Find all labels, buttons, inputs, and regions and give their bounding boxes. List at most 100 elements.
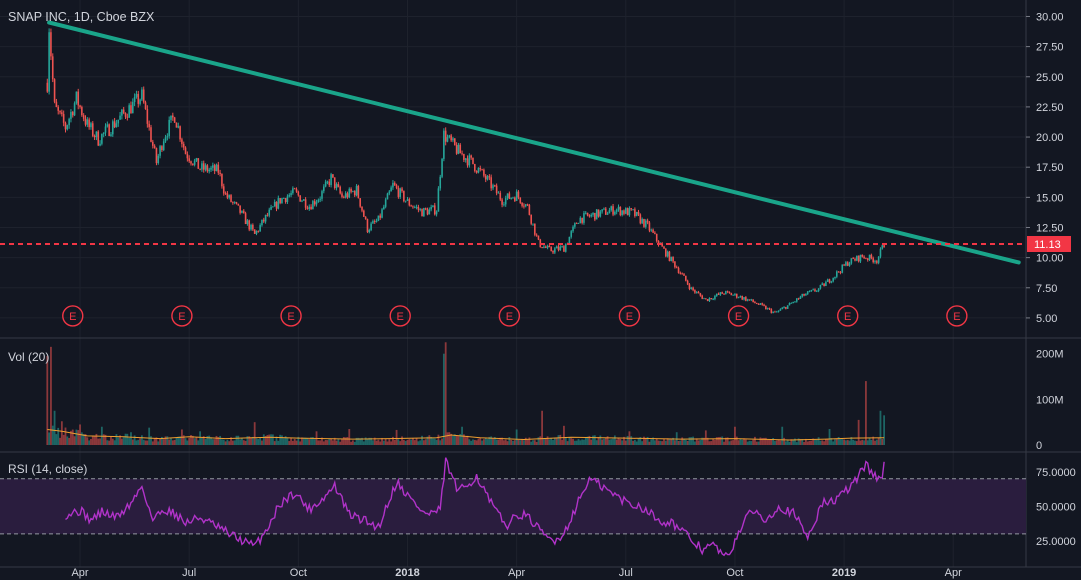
volume-bar (453, 434, 456, 445)
volume-bar (704, 430, 707, 445)
volume-bar (457, 436, 460, 445)
volume-bar (281, 435, 283, 445)
candle-body (481, 169, 483, 171)
volume-bar (437, 434, 440, 445)
volume-bar (142, 439, 145, 445)
earnings-marker-label: E (735, 311, 742, 323)
candle-body (111, 121, 114, 135)
volume-bar (797, 438, 800, 445)
volume-bar (679, 440, 682, 445)
candle-body (830, 281, 833, 283)
candle-body (393, 182, 396, 186)
volume-bar (404, 440, 407, 445)
volume-bar (406, 439, 409, 445)
volume-bar (468, 439, 471, 445)
candle-body (370, 223, 372, 230)
candle-body (654, 232, 656, 234)
volume-bar (222, 439, 225, 445)
symbol-title[interactable]: SNAP INC, 1D, Cboe BZX (8, 10, 155, 24)
candle-body (712, 299, 714, 300)
candle-body (774, 311, 776, 313)
candle-body (528, 204, 531, 215)
candle-body (563, 246, 565, 252)
rsi-pane-label[interactable]: RSI (14, close) (8, 462, 88, 476)
volume-bar (770, 439, 773, 445)
volume-bar (846, 440, 849, 445)
volume-bar (870, 439, 873, 445)
candle-body (299, 195, 301, 202)
time-tick-label: Jul (619, 567, 633, 579)
candle-body (685, 275, 687, 281)
candle-body (615, 209, 618, 212)
volume-bar (830, 438, 833, 445)
candle-body (417, 206, 420, 210)
candle-body (841, 264, 844, 273)
volume-bar (435, 439, 438, 445)
volume-bar (175, 437, 178, 445)
candle-body (443, 130, 445, 159)
candle-body (366, 219, 369, 233)
volume-pane-label[interactable]: Vol (20) (8, 350, 50, 364)
volume-bar (757, 441, 760, 445)
volume-bar (333, 437, 336, 445)
candle-body (879, 248, 882, 257)
candle-body (221, 173, 223, 187)
candle-body (748, 299, 751, 301)
candle-body (432, 205, 434, 208)
volume-bar (342, 437, 345, 445)
candle-body (286, 196, 289, 202)
candle-body (675, 267, 678, 268)
volume-bar (737, 440, 740, 445)
volume-bar (286, 438, 289, 445)
volume-bar (552, 440, 554, 445)
rsi-line (65, 457, 885, 557)
candle-body (632, 209, 634, 211)
volume-bar (497, 439, 500, 445)
volume-bar (226, 439, 229, 445)
volume-bar (639, 437, 642, 445)
candle-body (190, 161, 192, 164)
candle-body (339, 186, 341, 194)
candle-body (499, 192, 502, 200)
volume-bar (55, 434, 58, 445)
volume-bar (291, 440, 294, 445)
volume-bar (759, 437, 762, 445)
earnings-marker-ring (498, 305, 521, 327)
volume-bar (717, 437, 720, 445)
candle-body (828, 279, 831, 283)
candle-body (466, 158, 469, 166)
volume-bar (559, 434, 562, 445)
volume-bar (715, 437, 718, 445)
volume-bar (377, 439, 380, 445)
volume-bar (50, 346, 52, 445)
volume-bar (190, 435, 192, 445)
volume-bar (555, 437, 558, 445)
candle-body (452, 138, 454, 141)
volume-bar (854, 440, 856, 445)
volume-bar (563, 425, 565, 445)
volume-bar (392, 436, 394, 445)
volume-bar (872, 436, 875, 445)
candle-body (313, 201, 316, 205)
volume-bar (173, 439, 176, 445)
volume-bar (148, 427, 151, 445)
volume-bar (91, 435, 94, 445)
candle-body (473, 164, 476, 171)
candle-body (99, 143, 101, 146)
candle-body (705, 298, 707, 300)
candle-body (182, 143, 185, 148)
volume-bar (875, 439, 878, 445)
volume-bar (583, 439, 585, 445)
candle-body (597, 209, 600, 217)
volume-bar (484, 437, 487, 445)
volume-bar (473, 439, 476, 445)
volume-bar (248, 436, 251, 445)
candle-body (717, 293, 720, 295)
volume-bar (584, 437, 587, 445)
candle-body (692, 287, 694, 291)
volume-bar (746, 441, 749, 445)
volume-bar (739, 438, 742, 445)
candle-body (197, 158, 200, 169)
candle-body (588, 215, 591, 217)
